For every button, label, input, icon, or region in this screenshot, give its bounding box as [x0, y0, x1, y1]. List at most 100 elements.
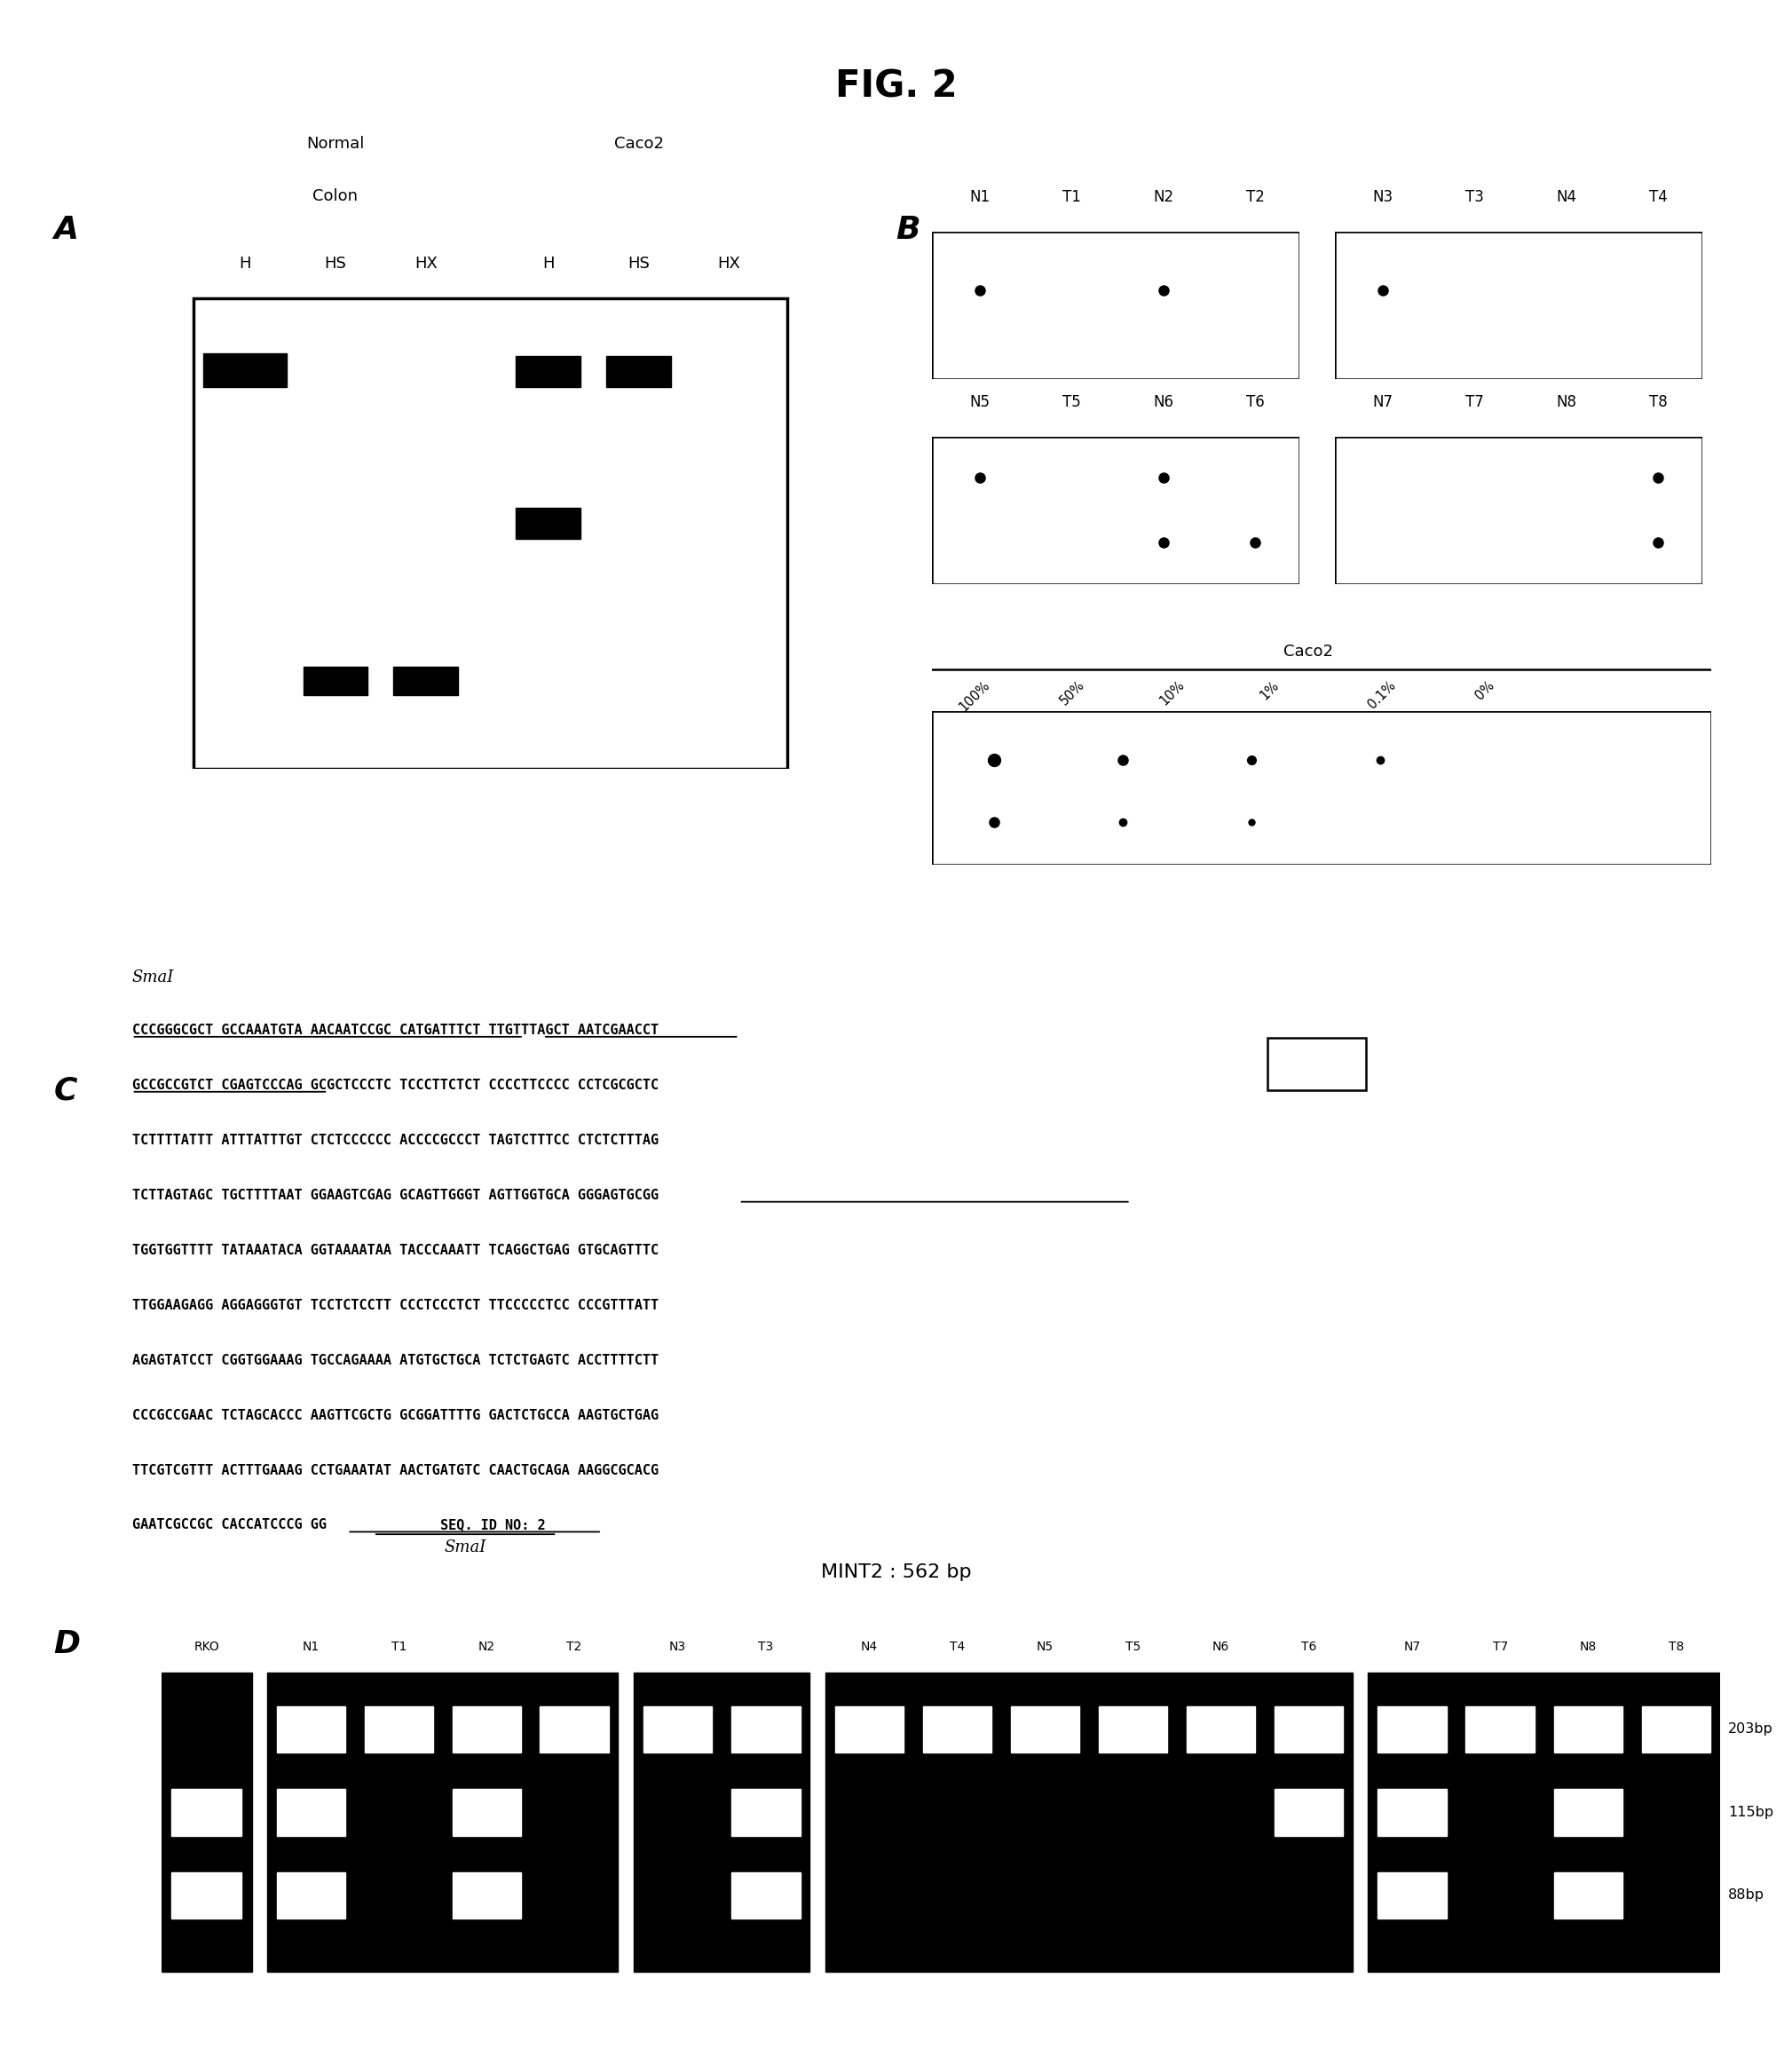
Text: A: A [54, 215, 79, 246]
Text: FIG. 2: FIG. 2 [835, 68, 957, 104]
Text: C: C [54, 1076, 77, 1106]
Text: T7: T7 [1466, 393, 1484, 410]
Text: T8: T8 [1649, 393, 1668, 410]
Text: N7: N7 [1403, 1641, 1421, 1654]
Text: HX: HX [414, 256, 437, 273]
Text: 115bp: 115bp [1727, 1805, 1774, 1820]
Text: N1: N1 [303, 1641, 319, 1654]
Text: GAATCGCCGC CACCATCCCG GG: GAATCGCCGC CACCATCCCG GG [133, 1518, 326, 1533]
Text: N6: N6 [1211, 1641, 1229, 1654]
Bar [1554, 1707, 1622, 1752]
Text: H: H [543, 256, 554, 273]
Text: T3: T3 [1466, 189, 1484, 205]
Bar [539, 1707, 609, 1752]
Bar [1378, 1873, 1446, 1918]
Bar [731, 1789, 801, 1836]
Bar [1098, 1707, 1167, 1752]
Bar [394, 666, 459, 695]
Text: SEQ. ID NO: 2: SEQ. ID NO: 2 [441, 1518, 545, 1533]
Bar [643, 1707, 711, 1752]
Text: 50%: 50% [1057, 678, 1088, 709]
Bar [172, 1873, 242, 1918]
Text: T6: T6 [1245, 393, 1265, 410]
Text: 88bp: 88bp [1727, 1889, 1765, 1901]
Text: AGAGTATCCT CGGTGGAAAG TGCCAGAAAA ATGTGCTGCA TCTCTGAGTC ACCTTTTCTT: AGAGTATCCT CGGTGGAAAG TGCCAGAAAA ATGTGCT… [133, 1354, 658, 1367]
Text: RKO: RKO [194, 1641, 219, 1654]
Text: TCTTAGTAGC TGCTTTTAAT GGAAGTCGAG GCAGTTGGGT AGTTGGTGCA GGGAGTGCGG: TCTTAGTAGC TGCTTTTAAT GGAAGTCGAG GCAGTTG… [133, 1188, 658, 1203]
Text: N3: N3 [1373, 189, 1392, 205]
Text: Caco2: Caco2 [615, 135, 663, 152]
Text: 100%: 100% [957, 678, 993, 713]
Bar [1186, 1707, 1254, 1752]
Text: N2: N2 [478, 1641, 495, 1654]
Text: T2: T2 [566, 1641, 582, 1654]
Text: T5: T5 [1125, 1641, 1140, 1654]
Text: B: B [896, 215, 921, 246]
Text: CCCGCCGAAC TCTAGCACCC AAGTTCGCTG GCGGATTTTG GACTCTGCCA AAGTGCTGAG: CCCGCCGAAC TCTAGCACCC AAGTTCGCTG GCGGATT… [133, 1408, 658, 1422]
Text: N7: N7 [1373, 393, 1392, 410]
Bar [634, 1672, 810, 1971]
Bar [1367, 1672, 1720, 1971]
Text: N8: N8 [1555, 393, 1577, 410]
Text: T8: T8 [1668, 1641, 1684, 1654]
Text: GCCGCCGTCT CGAGTCCCAG GCGCTCCCTC TCCCTTCTCT CCCCTTCCCC CCTCGCGCTC: GCCGCCGTCT CGAGTCCCAG GCGCTCCCTC TCCCTTC… [133, 1078, 658, 1092]
Bar [1554, 1873, 1622, 1918]
Text: T2: T2 [1245, 189, 1265, 205]
Text: SmaI: SmaI [444, 1539, 486, 1555]
Bar [1274, 1789, 1342, 1836]
Text: TTCGTCGTTT ACTTTGAAAG CCTGAAATAT AACTGATGTC CAACTGCAGA AAGGCGCACG: TTCGTCGTTT ACTTTGAAAG CCTGAAATAT AACTGAT… [133, 1463, 658, 1477]
Bar [516, 357, 581, 387]
Bar [452, 1873, 521, 1918]
Text: Colon: Colon [314, 189, 358, 205]
Bar [1466, 1707, 1534, 1752]
Text: 0.1%: 0.1% [1366, 678, 1398, 711]
Text: T4: T4 [950, 1641, 964, 1654]
Bar [452, 1789, 521, 1836]
Text: CCCGGGCGCT GCCAAATGTA AACAATCCGC CATGATTTCT TTGTTTAGCT AATCGAACCT: CCCGGGCGCT GCCAAATGTA AACAATCCGC CATGATT… [133, 1024, 658, 1037]
Bar [161, 1672, 251, 1971]
Bar [1378, 1789, 1446, 1836]
Bar [606, 357, 670, 387]
Text: N4: N4 [1555, 189, 1577, 205]
Text: N2: N2 [1152, 189, 1174, 205]
Bar [1267, 1037, 1366, 1090]
Bar [278, 1789, 346, 1836]
Bar [452, 1707, 521, 1752]
Text: 10%: 10% [1158, 678, 1188, 709]
Text: T5: T5 [1063, 393, 1081, 410]
Text: 0%: 0% [1473, 678, 1496, 703]
Text: TTGGAAGAGG AGGAGGGTGT TCCTCTCCTT CCCTCCCTCT TTCCCCCTCC CCCGTTTATT: TTGGAAGAGG AGGAGGGTGT TCCTCTCCTT CCCTCCC… [133, 1299, 658, 1311]
Text: D: D [54, 1629, 81, 1660]
Bar [267, 1672, 618, 1971]
Text: T6: T6 [1301, 1641, 1315, 1654]
Bar [303, 666, 367, 695]
Text: HX: HX [717, 256, 740, 273]
Text: T1: T1 [391, 1641, 407, 1654]
Text: SmaI: SmaI [133, 969, 174, 986]
Text: Normal: Normal [306, 135, 364, 152]
Text: TGGTGGTTTT TATAAATACA GGTAAAATAA TACCCAAATT TCAGGCTGAG GTGCAGTTTC: TGGTGGTTTT TATAAATACA GGTAAAATAA TACCCAA… [133, 1244, 658, 1256]
Text: T1: T1 [1063, 189, 1081, 205]
Text: TCTTTTATTT ATTTATTTGT CTCTCCCCCC ACCCCGCCCT TAGTCTTTCC CTCTCTTTAG: TCTTTTATTT ATTTATTTGT CTCTCCCCCC ACCCCGC… [133, 1133, 658, 1147]
Bar [278, 1707, 346, 1752]
Bar [731, 1873, 801, 1918]
Bar [1554, 1789, 1622, 1836]
Bar [826, 1672, 1353, 1971]
Text: 203bp: 203bp [1727, 1723, 1772, 1736]
Text: N1: N1 [969, 189, 989, 205]
Bar [202, 352, 287, 387]
Text: N4: N4 [860, 1641, 878, 1654]
Bar [923, 1707, 991, 1752]
Bar [172, 1789, 242, 1836]
Bar [1641, 1707, 1711, 1752]
Bar [364, 1707, 434, 1752]
Text: N5: N5 [1036, 1641, 1054, 1654]
Text: T4: T4 [1649, 189, 1668, 205]
Text: N5: N5 [969, 393, 989, 410]
Bar [516, 508, 581, 539]
Bar [731, 1707, 801, 1752]
Bar [278, 1873, 346, 1918]
Bar [1378, 1707, 1446, 1752]
Text: MINT2 : 562 bp: MINT2 : 562 bp [821, 1563, 971, 1582]
Text: HS: HS [627, 256, 650, 273]
